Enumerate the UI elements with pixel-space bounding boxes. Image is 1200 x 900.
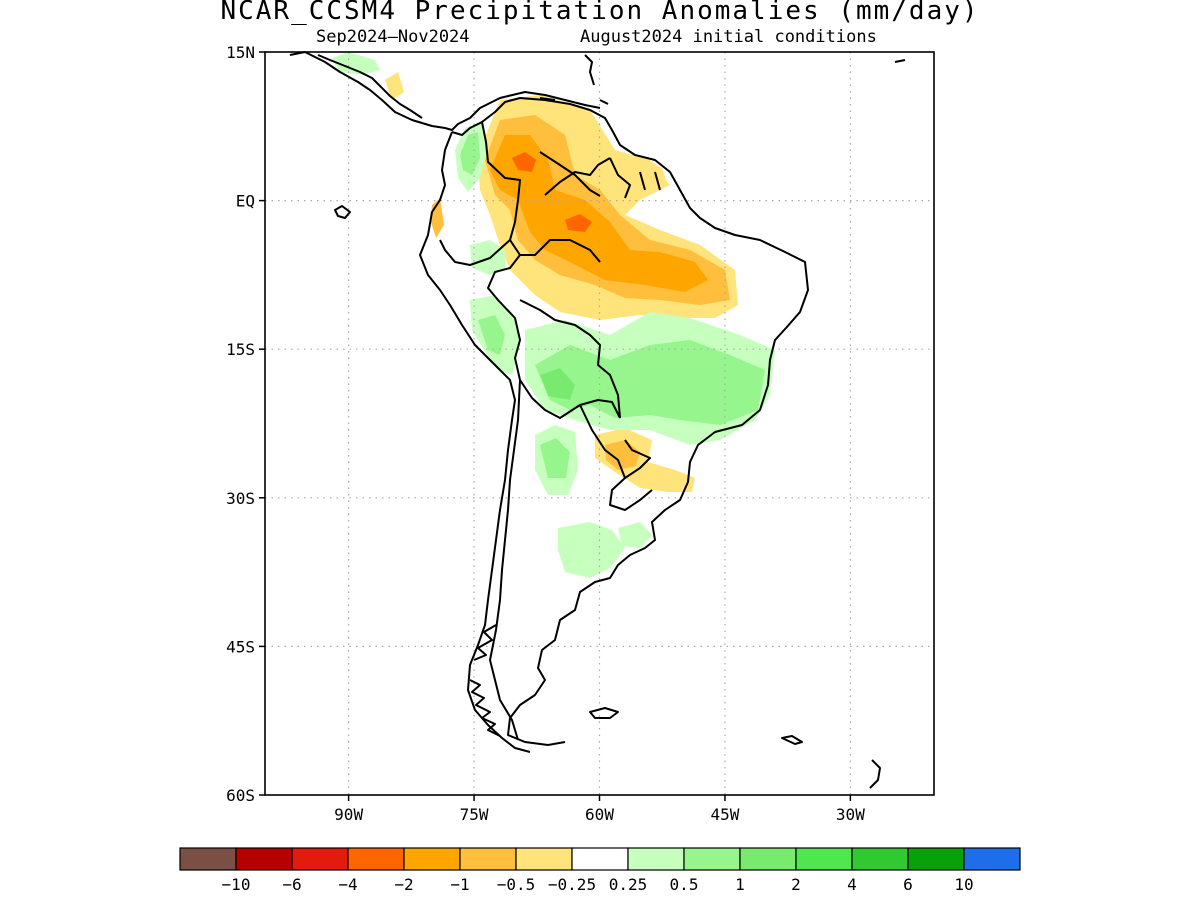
colorbar-swatch <box>235 847 293 871</box>
lon-tick-label: 45W <box>710 805 739 824</box>
colorbar-label: −0.25 <box>548 875 596 894</box>
colorbar-swatch <box>739 847 797 871</box>
colorbar-swatch <box>179 847 237 871</box>
central-america-caribbean <box>317 54 423 119</box>
colorbar-label: −10 <box>222 875 251 894</box>
lon-tick-label: 30W <box>836 805 865 824</box>
central-america-coast <box>289 51 601 131</box>
wet-argentina-pampas <box>558 522 625 578</box>
caribbean-islands <box>539 54 609 105</box>
wet-peru-1 <box>470 240 505 275</box>
south-georgia <box>781 735 803 745</box>
colorbar-label: −6 <box>282 875 301 894</box>
colorbar-swatch <box>291 847 349 871</box>
colorbar-label: 1 <box>735 875 745 894</box>
colorbar-label: 0.25 <box>609 875 648 894</box>
colorbar-swatch <box>459 847 517 871</box>
colorbar-swatch <box>627 847 685 871</box>
wet-bolivia-core <box>540 368 575 400</box>
initial-conditions: August2024 initial conditions <box>580 27 877 47</box>
colorbar-label: −1 <box>450 875 469 894</box>
colorbar-swatch <box>571 847 629 871</box>
patagonia-fjords <box>469 624 501 737</box>
colorbar-label: −0.5 <box>497 875 536 894</box>
colorbar-swatch <box>963 847 1021 871</box>
dry-region-strong <box>490 135 708 292</box>
lat-tick-label: 45S <box>226 637 255 656</box>
galapagos <box>334 205 351 219</box>
lon-tick-label: 90W <box>334 805 363 824</box>
colorbar-swatch <box>907 847 965 871</box>
wet-brazil-central-mid <box>535 340 765 425</box>
lat-tick-label: 15N <box>226 43 255 62</box>
colorbar-label: −2 <box>394 875 413 894</box>
south-america-west-coast <box>419 131 531 753</box>
dry-core-1 <box>512 152 536 172</box>
wet-argentina-north-core <box>540 438 570 478</box>
wet-colombia-core <box>460 132 480 175</box>
colorbar-swatch <box>403 847 461 871</box>
map-title: NCAR_CCSM4 Precipitation Anomalies (mm/d… <box>220 0 980 26</box>
cape-verde <box>894 59 906 63</box>
colorbar: −10 −6 −4 −2 −1 −0.5 −0.25 0.25 0.5 1 2 4 6 10 <box>179 847 1021 894</box>
colorbar-label: −4 <box>338 875 357 894</box>
lon-tick-label: 75W <box>460 805 489 824</box>
south-america-coast <box>451 97 809 746</box>
colorbar-swatch <box>683 847 741 871</box>
axes: 15N EQ 15S 30S 45S 60S 90W 75W 60W 45W 30W <box>226 43 865 824</box>
anomaly-shading <box>332 52 775 578</box>
colorbar-label: 10 <box>954 875 973 894</box>
lat-tick-label: 15S <box>226 340 255 359</box>
colorbar-swatch <box>347 847 405 871</box>
colorbar-swatch <box>515 847 573 871</box>
falkland-islands <box>589 707 619 719</box>
fernando-de-noronha <box>869 759 881 789</box>
lat-lon-grid <box>265 52 934 795</box>
dry-small-central-am <box>385 72 404 100</box>
wet-peru-2-core <box>478 315 505 355</box>
wet-uruguay <box>618 522 652 548</box>
colorbar-swatch <box>795 847 853 871</box>
lat-tick-label: EQ <box>236 192 255 211</box>
country-borders <box>439 121 661 741</box>
colorbar-label: 0.5 <box>670 875 699 894</box>
lon-tick-label: 60W <box>585 805 614 824</box>
colorbar-label: 4 <box>847 875 857 894</box>
wet-central-am <box>332 52 380 75</box>
lat-tick-label: 30S <box>226 489 255 508</box>
dry-core-2 <box>565 214 592 232</box>
lat-tick-label: 60S <box>226 786 255 805</box>
colorbar-swatch <box>851 847 909 871</box>
coastlines-and-borders <box>289 51 906 789</box>
colorbar-label: 2 <box>791 875 801 894</box>
forecast-period: Sep2024–Nov2024 <box>316 27 470 47</box>
colorbar-label: 6 <box>903 875 913 894</box>
